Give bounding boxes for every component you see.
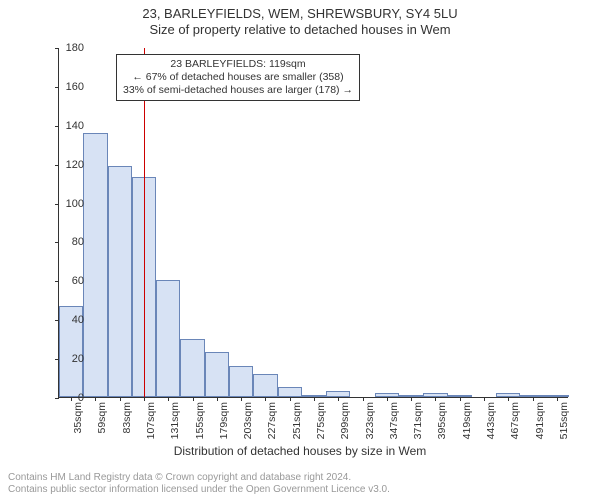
xtick-mark — [435, 397, 436, 401]
xtick-mark — [290, 397, 291, 401]
xtick-mark — [508, 397, 509, 401]
xtick-mark — [217, 397, 218, 401]
xtick-label: 179sqm — [218, 402, 230, 442]
xtick-label: 83sqm — [121, 402, 133, 442]
annotation-line2: ← 67% of detached houses are smaller (35… — [123, 71, 353, 84]
xtick-label: 323sqm — [364, 402, 376, 442]
annotation-line3: 33% of semi-detached houses are larger (… — [123, 84, 353, 97]
histogram-bar — [108, 166, 132, 397]
xtick-label: 227sqm — [266, 402, 278, 442]
ytick-label: 60 — [54, 275, 84, 287]
xtick-label: 107sqm — [145, 402, 157, 442]
xtick-label: 155sqm — [194, 402, 206, 442]
histogram-bar — [253, 374, 277, 397]
ytick-label: 180 — [54, 42, 84, 54]
annotation-box: 23 BARLEYFIELDS: 119sqm ← 67% of detache… — [116, 54, 360, 101]
xtick-mark — [193, 397, 194, 401]
ytick-label: 20 — [54, 353, 84, 365]
xtick-label: 59sqm — [96, 402, 108, 442]
histogram-bar — [180, 339, 204, 397]
ytick-label: 120 — [54, 159, 84, 171]
page-title: 23, BARLEYFIELDS, WEM, SHREWSBURY, SY4 5… — [0, 0, 600, 21]
ytick-label: 160 — [54, 81, 84, 93]
xtick-label: 467sqm — [509, 402, 521, 442]
xtick-label: 491sqm — [534, 402, 546, 442]
xtick-label: 347sqm — [388, 402, 400, 442]
ytick-label: 100 — [54, 198, 84, 210]
xtick-mark — [241, 397, 242, 401]
xtick-mark — [484, 397, 485, 401]
xtick-label: 443sqm — [485, 402, 497, 442]
xtick-label: 371sqm — [412, 402, 424, 442]
xtick-mark — [557, 397, 558, 401]
xtick-label: 419sqm — [461, 402, 473, 442]
xtick-mark — [363, 397, 364, 401]
ytick-label: 40 — [54, 314, 84, 326]
xtick-mark — [120, 397, 121, 401]
footer-line1: Contains HM Land Registry data © Crown c… — [8, 472, 390, 484]
xtick-label: 131sqm — [169, 402, 181, 442]
xtick-mark — [265, 397, 266, 401]
xtick-label: 299sqm — [339, 402, 351, 442]
xtick-mark — [533, 397, 534, 401]
xtick-mark — [314, 397, 315, 401]
histogram-bar — [278, 387, 302, 397]
histogram-bar — [156, 280, 180, 397]
chart-subtitle: Size of property relative to detached ho… — [0, 21, 600, 37]
xtick-mark — [387, 397, 388, 401]
xtick-label: 203sqm — [242, 402, 254, 442]
xtick-mark — [411, 397, 412, 401]
ytick-label: 80 — [54, 236, 84, 248]
xtick-mark — [95, 397, 96, 401]
xtick-label: 395sqm — [436, 402, 448, 442]
histogram-bar — [229, 366, 253, 397]
xtick-label: 251sqm — [291, 402, 303, 442]
chart-area: 23 BARLEYFIELDS: 119sqm ← 67% of detache… — [58, 48, 568, 398]
histogram-bar — [205, 352, 229, 397]
xtick-label: 35sqm — [72, 402, 84, 442]
xtick-mark — [338, 397, 339, 401]
ytick-label: 0 — [54, 392, 84, 404]
ytick-label: 140 — [54, 120, 84, 132]
xtick-label: 515sqm — [558, 402, 570, 442]
x-axis-label: Distribution of detached houses by size … — [0, 444, 600, 458]
xtick-mark — [460, 397, 461, 401]
xtick-label: 275sqm — [315, 402, 327, 442]
histogram-bar — [83, 133, 107, 397]
footer-line2: Contains public sector information licen… — [8, 484, 390, 496]
annotation-line1: 23 BARLEYFIELDS: 119sqm — [123, 58, 353, 71]
xtick-mark — [144, 397, 145, 401]
footer-attribution: Contains HM Land Registry data © Crown c… — [8, 472, 390, 496]
xtick-mark — [168, 397, 169, 401]
